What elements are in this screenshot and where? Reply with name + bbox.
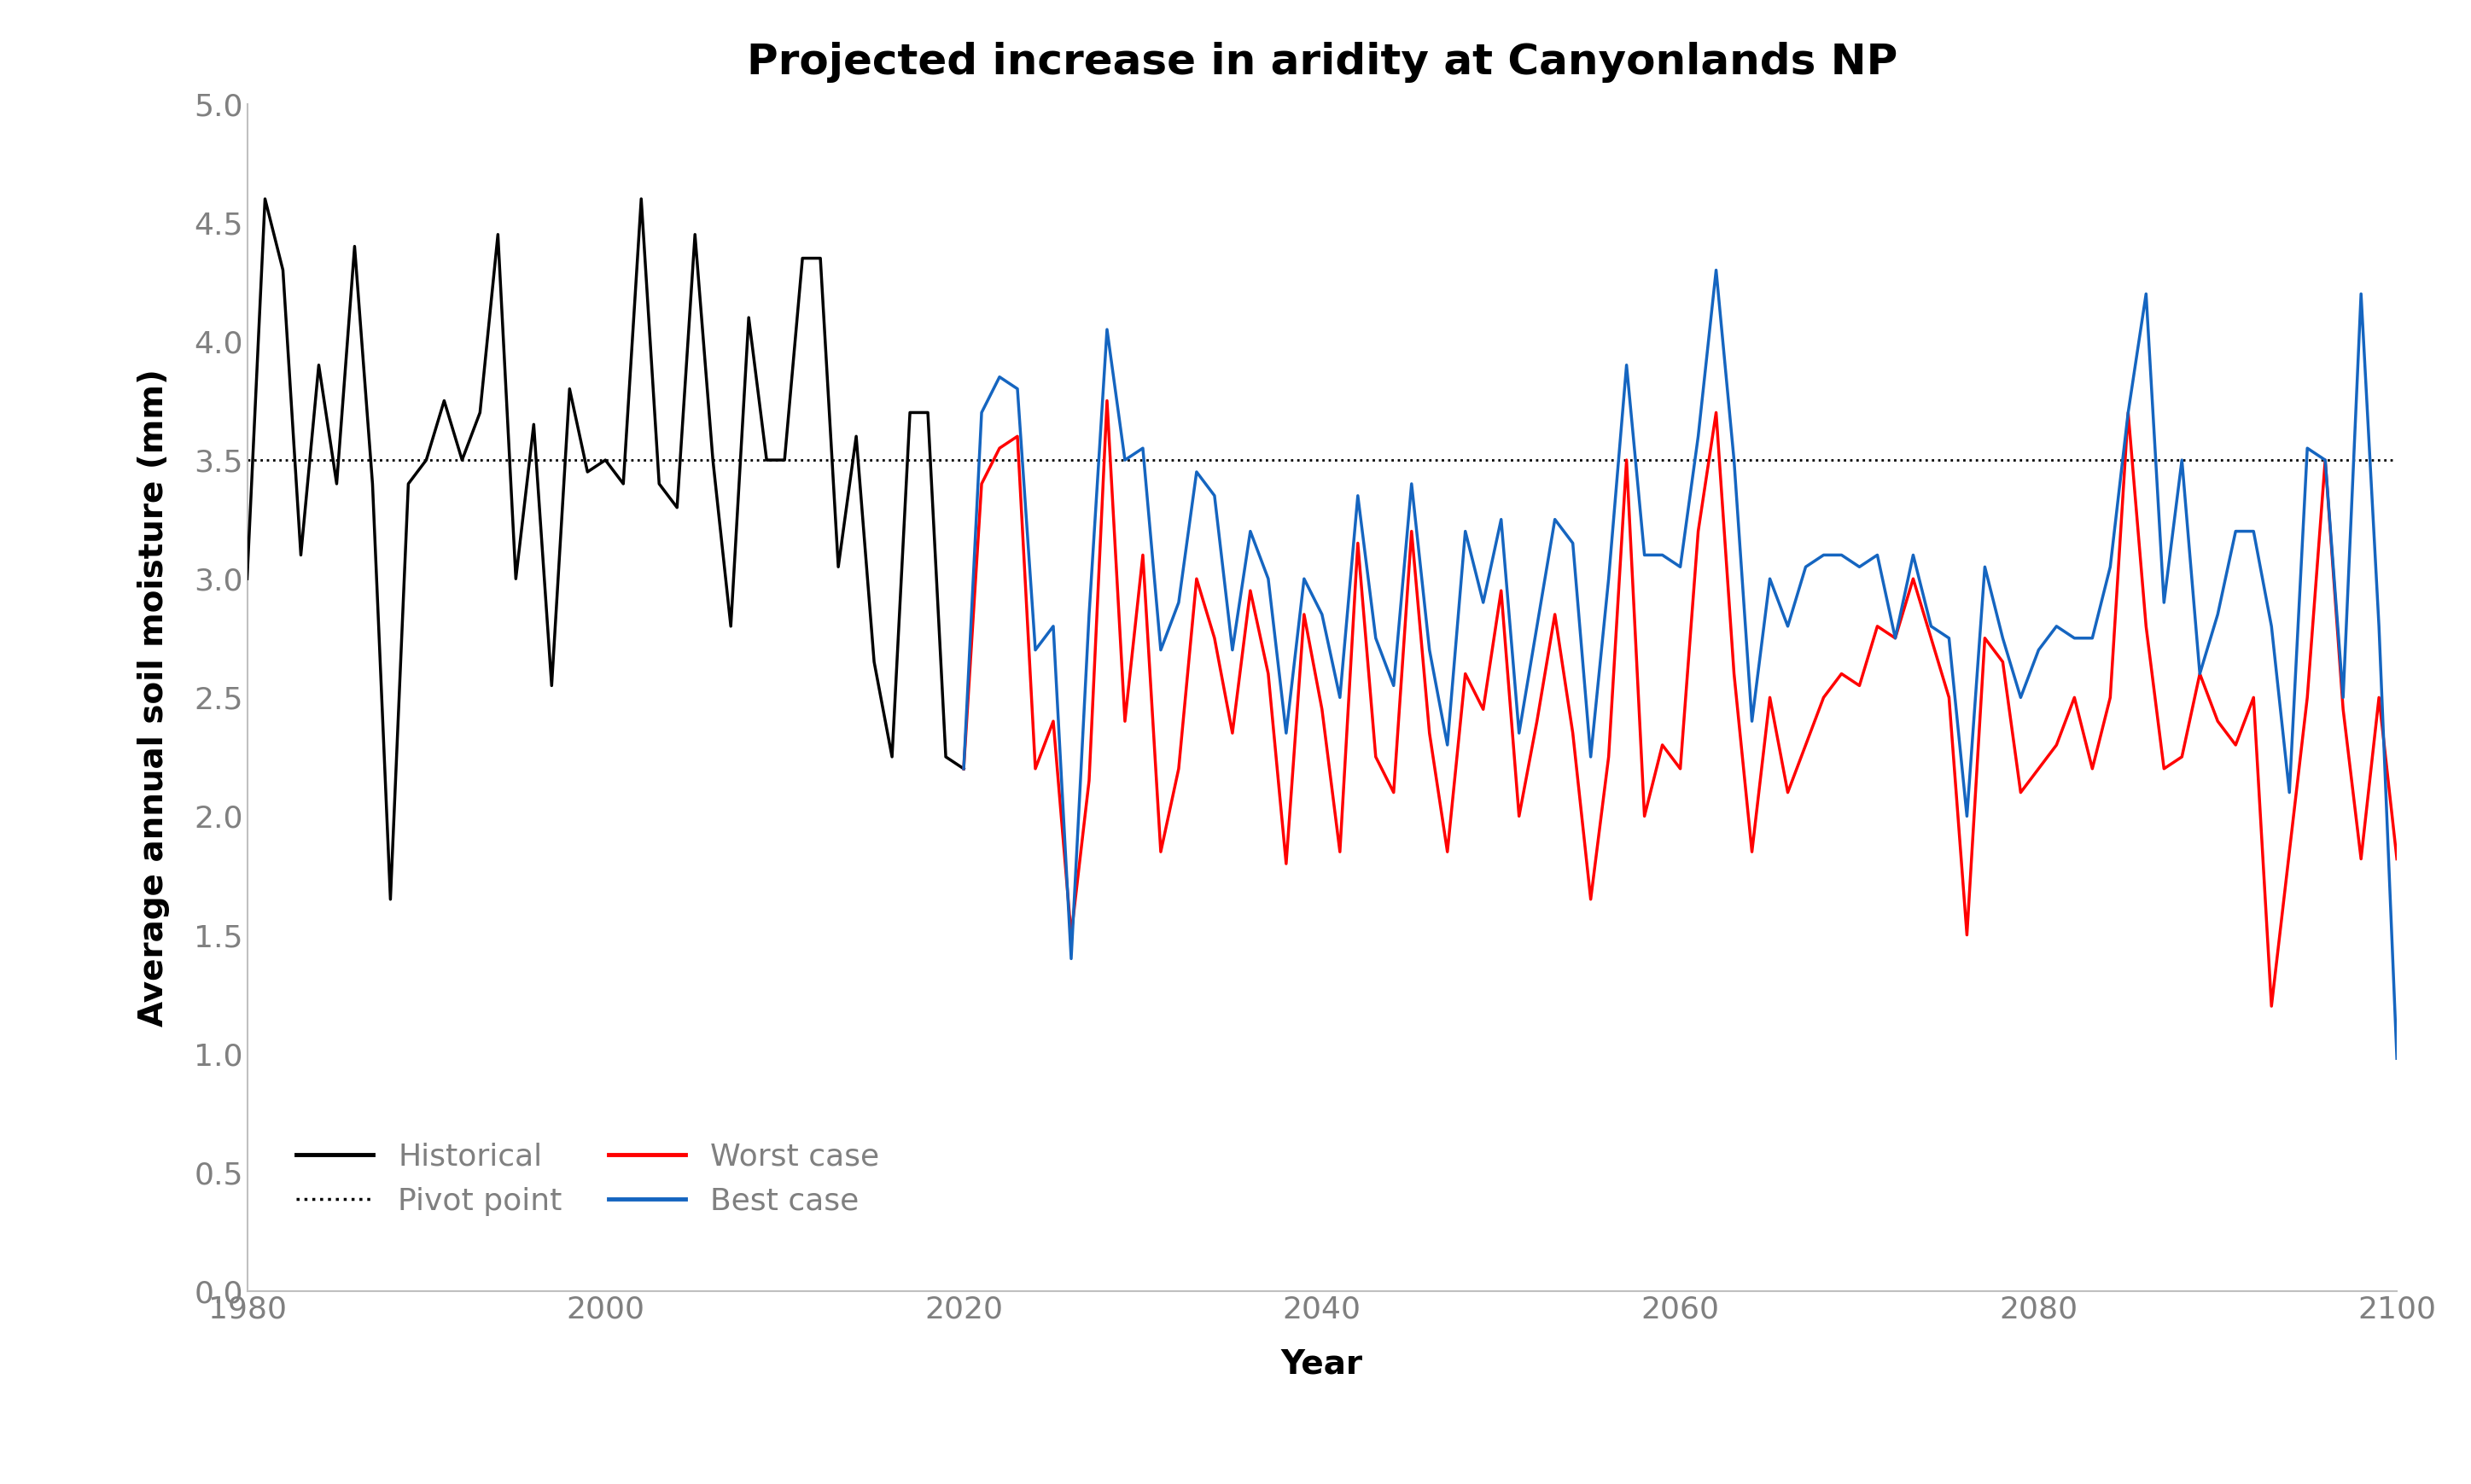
X-axis label: Year: Year: [1280, 1347, 1364, 1380]
Y-axis label: Average annual soil moisture (mm): Average annual soil moisture (mm): [138, 368, 170, 1027]
Legend: Historical, Pivot point, Worst case, Best case: Historical, Pivot point, Worst case, Bes…: [284, 1131, 892, 1229]
Title: Projected increase in aridity at Canyonlands NP: Projected increase in aridity at Canyonl…: [746, 42, 1898, 83]
